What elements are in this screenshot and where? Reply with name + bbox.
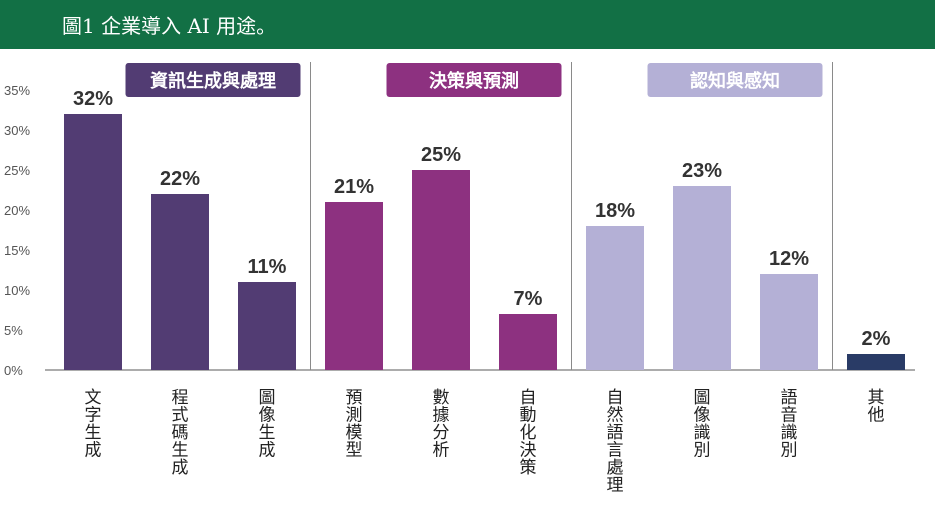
x-tick-label: 生 (172, 441, 189, 460)
x-tick-label: 決 (520, 441, 537, 460)
x-tick-label: 析 (433, 441, 450, 460)
y-tick-label: 0% (4, 363, 23, 378)
y-tick-label: 35% (4, 83, 30, 98)
x-tick-label: 圖 (259, 388, 276, 407)
data-label: 25% (421, 144, 461, 166)
x-tick-label: 碼 (172, 423, 189, 442)
x-tick-label: 式 (172, 406, 189, 425)
x-tick-label: 字 (85, 406, 102, 425)
y-tick-label: 15% (4, 243, 30, 258)
x-tick-label: 像 (694, 406, 711, 425)
group-label-box (386, 63, 562, 97)
x-tick-label: 文 (85, 388, 102, 407)
x-tick-label: 言 (607, 441, 624, 460)
x-tick-label: 處 (607, 458, 624, 477)
x-tick-label: 自 (520, 388, 537, 407)
x-tick-label: 策 (520, 458, 537, 477)
data-label: 12% (769, 248, 809, 270)
x-tick-label: 音 (781, 406, 798, 425)
bar (238, 282, 296, 370)
x-tick-label: 其 (868, 388, 885, 407)
x-tick-label: 據 (433, 406, 450, 425)
x-tick-label: 然 (607, 406, 624, 425)
x-tick-label: 成 (259, 441, 276, 460)
group-label: 決策與預測 (429, 70, 519, 91)
bar (499, 314, 557, 370)
y-tick-label: 5% (4, 323, 23, 338)
x-tick-label: 識 (694, 423, 711, 442)
data-label: 11% (248, 256, 287, 278)
bar (412, 170, 470, 370)
y-tick-label: 20% (4, 203, 30, 218)
group-label-box (647, 63, 823, 97)
x-tick-label: 識 (781, 423, 798, 442)
x-tick-label: 預 (346, 388, 363, 407)
x-tick-label: 自 (607, 388, 624, 407)
bar (64, 114, 122, 370)
group-label-box (125, 63, 301, 97)
data-label: 7% (514, 288, 543, 310)
x-tick-label: 成 (85, 441, 102, 460)
x-tick-label: 化 (520, 423, 537, 442)
bar (760, 274, 818, 370)
data-label: 2% (862, 328, 891, 350)
x-tick-label: 圖 (694, 388, 711, 407)
bar (673, 186, 731, 370)
x-tick-label: 別 (781, 441, 798, 460)
bar (151, 194, 209, 370)
data-label: 18% (595, 200, 635, 222)
x-tick-label: 像 (259, 406, 276, 425)
x-tick-label: 語 (781, 388, 798, 407)
x-tick-label: 生 (259, 423, 276, 442)
group-label: 資訊生成與處理 (150, 70, 276, 91)
bar (586, 226, 644, 370)
x-tick-label: 生 (85, 423, 102, 442)
x-tick-label: 數 (433, 388, 450, 407)
y-tick-label: 10% (4, 283, 30, 298)
x-tick-label: 理 (607, 476, 624, 495)
header-bar: 圖1 企業導入 AI 用途。 (0, 0, 935, 49)
x-tick-label: 程 (172, 388, 189, 407)
data-label: 21% (334, 176, 374, 198)
x-tick-label: 語 (607, 423, 624, 442)
x-tick-label: 模 (346, 423, 363, 442)
x-tick-label: 成 (172, 458, 189, 477)
x-tick-label: 型 (346, 441, 363, 460)
bar (847, 354, 905, 370)
data-label: 23% (682, 160, 722, 182)
x-tick-label: 分 (433, 423, 450, 442)
x-tick-label: 別 (694, 441, 711, 460)
x-tick-label: 動 (520, 406, 537, 425)
bar (325, 202, 383, 370)
x-tick-label: 測 (346, 406, 363, 425)
data-label: 22% (160, 168, 200, 190)
group-label: 認知與感知 (690, 70, 780, 91)
y-tick-label: 25% (4, 163, 30, 178)
x-tick-label: 他 (868, 406, 885, 425)
data-label: 32% (73, 88, 113, 110)
chart-title: 圖1 企業導入 AI 用途。 (62, 14, 277, 38)
y-tick-label: 30% (4, 123, 30, 138)
